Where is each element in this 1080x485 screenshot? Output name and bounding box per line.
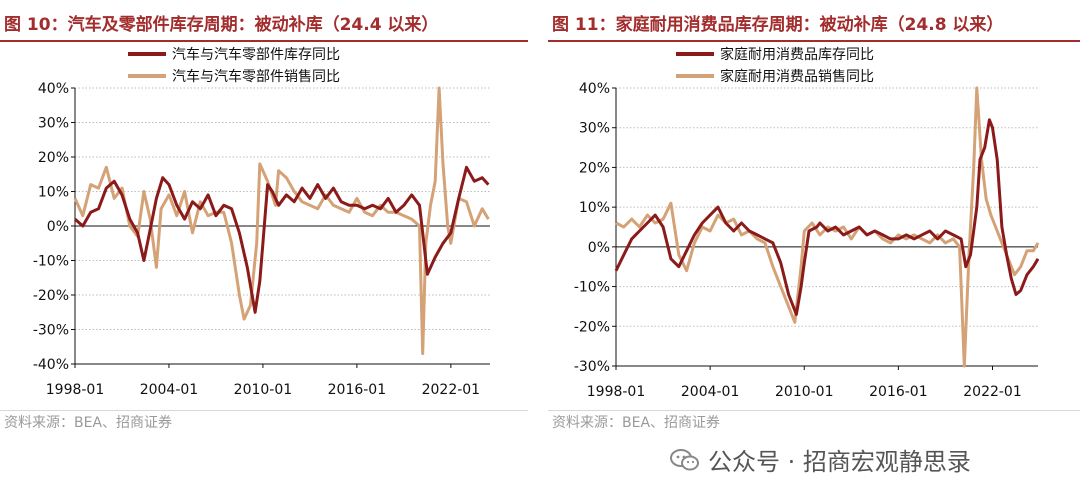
series-line <box>73 86 490 356</box>
source-rule <box>0 410 528 411</box>
chart-panel-right: 图 11：家庭耐用消费品库存周期：被动补库（24.8 以来） 40% 30% 20%… <box>548 0 1080 440</box>
source-rule <box>548 410 1080 411</box>
x-tick-label: 2022-01 <box>422 382 481 398</box>
y-tick-label: -30% <box>33 323 69 339</box>
y-tick-label: 20% <box>38 150 69 166</box>
x-tick-label: 2004-01 <box>681 384 740 400</box>
title-rule <box>548 40 1080 42</box>
y-tick-label: 40% <box>38 81 69 97</box>
x-tick-label: 2010-01 <box>234 382 293 398</box>
y-tick-label: -20% <box>574 319 610 335</box>
y-tick-label: -40% <box>33 357 69 373</box>
y-tick-label: -20% <box>33 288 69 304</box>
y-tick-label: -30% <box>574 359 610 375</box>
x-tick-label: 2016-01 <box>869 384 928 400</box>
y-tick-label: 30% <box>38 116 69 132</box>
y-tick-label: 0% <box>588 240 610 256</box>
x-tick-label: 1998-01 <box>587 384 646 400</box>
chart-title: 图 11：家庭耐用消费品库存周期：被动补库（24.8 以来） <box>552 15 1004 35</box>
source-note: 资料来源：BEA、招商证券 <box>552 415 721 431</box>
y-tick-label: -10% <box>33 254 69 270</box>
series-line <box>74 165 490 314</box>
watermark: 公众号 · 招商宏观静思录 <box>670 442 971 477</box>
source-note: 资料来源：BEA、招商证券 <box>4 415 173 431</box>
series-line <box>614 118 1040 316</box>
y-tick-label: 30% <box>579 121 610 137</box>
chart-panel-left: 图 10：汽车及零部件库存周期：被动补库（24.4 以来） 40% 30% 20% 1… <box>0 0 528 440</box>
legend-label: 家庭耐用消费品销售同比 <box>720 68 874 85</box>
x-tick-label: 2010-01 <box>775 384 834 400</box>
line-chart: 40% 30% 20% 10% 0% -10% -20% -30% -40% 1998-01 200… <box>33 46 490 398</box>
watermark-text: 公众号 · 招商宏观静思录 <box>708 448 971 476</box>
y-tick-label: 10% <box>579 200 610 216</box>
title-rule <box>0 40 528 42</box>
wechat-icon <box>670 448 699 470</box>
x-tick-label: 2016-01 <box>328 382 387 398</box>
y-tick-label: 40% <box>579 81 610 97</box>
line-chart: 40% 30% 20% 10% 0% -10% -20% -30% 1998-01 2004-01… <box>574 46 1040 400</box>
y-tick-label: 10% <box>38 185 69 201</box>
y-tick-label: -10% <box>574 280 610 296</box>
y-tick-label: 0% <box>47 219 69 235</box>
legend-label: 汽车与汽车零部件销售同比 <box>172 68 340 85</box>
chart-title: 图 10：汽车及零部件库存周期：被动补库（24.4 以来） <box>4 15 439 35</box>
y-tick-label: 20% <box>579 160 610 176</box>
legend-label: 汽车与汽车零部件库存同比 <box>172 46 340 63</box>
x-tick-label: 2004-01 <box>140 382 199 398</box>
x-tick-label: 1998-01 <box>46 382 105 398</box>
legend-label: 家庭耐用消费品库存同比 <box>720 46 874 63</box>
x-tick-label: 2022-01 <box>963 384 1022 400</box>
